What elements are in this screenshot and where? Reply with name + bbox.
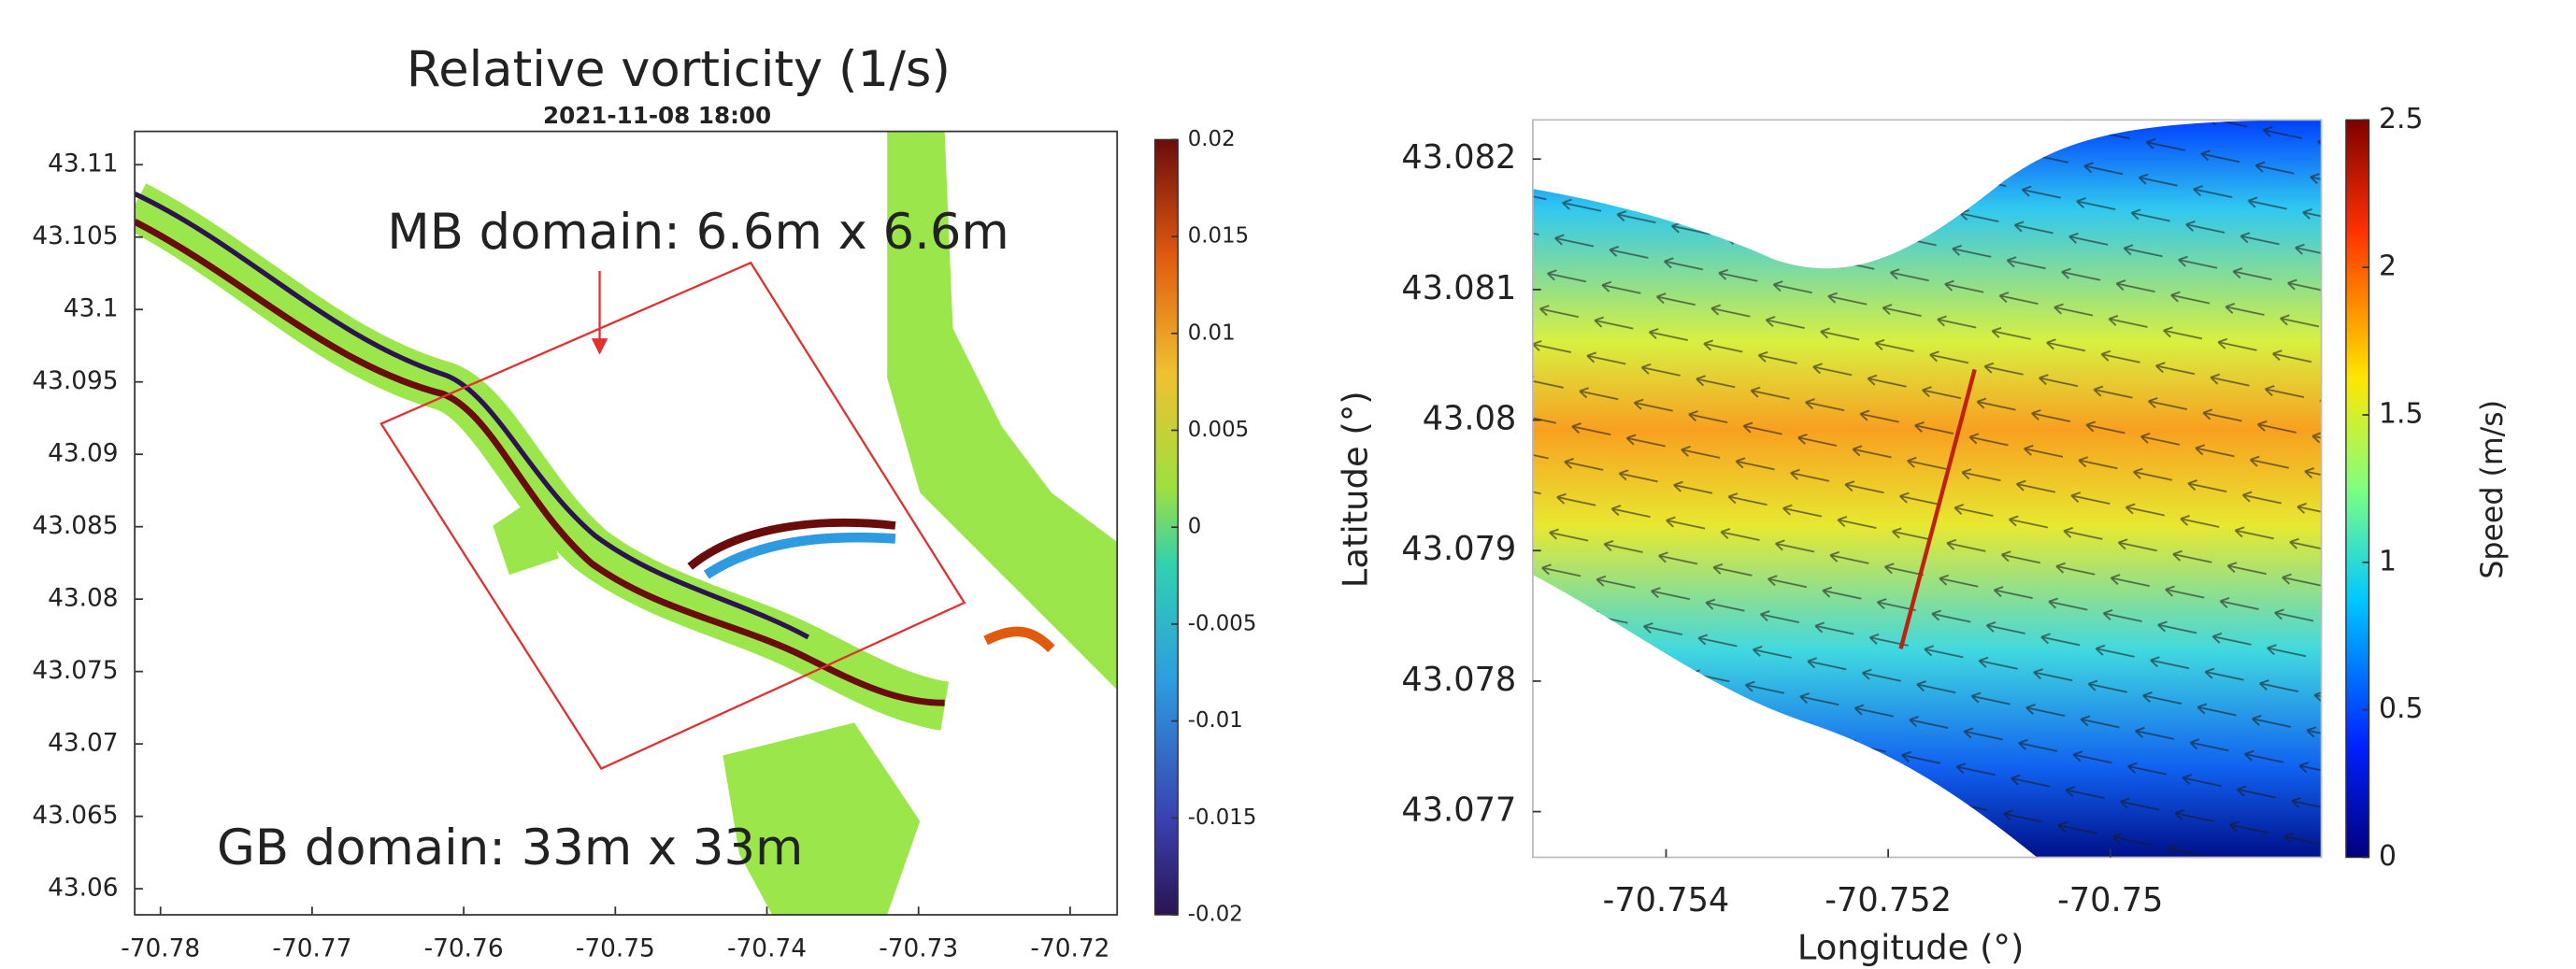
- chart-title: Relative vorticity (1/s): [407, 41, 951, 98]
- colorbar-tick-label: 0.5: [2379, 692, 2423, 725]
- y-tick-label: 43.077: [1401, 791, 1516, 830]
- y-tick-label: 43.085: [32, 512, 118, 540]
- colorbar-tick-label: 0.02: [1188, 127, 1236, 151]
- y-tick-label: 43.079: [1401, 530, 1516, 568]
- x-tick-label: -70.754: [1603, 881, 1730, 919]
- colorbar-tick-label: 0: [2379, 840, 2397, 873]
- x-tick-label: -70.72: [1030, 934, 1109, 962]
- y-tick-label: 43.075: [32, 657, 118, 685]
- axes-frame: [134, 130, 1119, 916]
- y-tick-label: 43.09: [48, 440, 118, 468]
- colorbar-label: Speed (m/s): [2476, 400, 2510, 579]
- x-tick-label: -70.77: [272, 934, 351, 962]
- annotation: GB domain: 33m x 33m: [217, 819, 803, 876]
- colorbar-tick-label: 2.5: [2379, 103, 2423, 135]
- y-tick-label: 43.07: [48, 730, 118, 758]
- y-tick-label: 43.078: [1401, 661, 1516, 699]
- x-tick-label: -70.74: [727, 934, 807, 962]
- y-tick-label: 43.081: [1401, 269, 1516, 307]
- y-tick-label: 43.08: [1423, 400, 1517, 438]
- x-tick-label: -70.73: [879, 934, 958, 962]
- x-tick-label: -70.78: [121, 934, 200, 962]
- y-tick-label: 43.08: [48, 585, 118, 613]
- vorticity-field: [135, 131, 1118, 915]
- colorbar-tick-label: 2: [2379, 250, 2397, 283]
- x-axis-label: Longitude (°): [1797, 927, 2025, 967]
- y-tick-label: 43.095: [32, 367, 118, 395]
- colorbar-tick-label: -0.02: [1188, 902, 1243, 926]
- colorbar-tick-label: -0.005: [1188, 611, 1257, 635]
- x-tick-label: -70.76: [424, 934, 504, 962]
- axes-frame: [1532, 119, 2323, 859]
- colorbar-tick-label: -0.01: [1188, 708, 1243, 733]
- y-tick-label: 43.11: [48, 150, 118, 178]
- x-tick-label: -70.75: [2057, 881, 2163, 919]
- colorbar-tick-label: 0.01: [1188, 321, 1236, 345]
- y-axis-label: Latitude (°): [1335, 391, 1375, 588]
- y-tick-label: 43.1: [64, 295, 119, 323]
- colorbar-tick-label: 0.005: [1188, 418, 1249, 442]
- chart-subtitle: 2021-11-08 18:00: [543, 102, 771, 129]
- x-tick-label: -70.752: [1825, 881, 1952, 919]
- y-tick-label: 43.082: [1401, 138, 1516, 177]
- colorbar-tick-label: -0.015: [1188, 805, 1257, 830]
- colorbar: [2345, 119, 2370, 859]
- colorbar-tick-label: 1: [2379, 545, 2397, 577]
- annotation: MB domain: 6.6m x 6.6m: [387, 204, 1009, 261]
- x-tick-label: -70.75: [576, 934, 655, 962]
- colorbar-tick-label: 0: [1188, 515, 1202, 539]
- colorbar-tick-label: 0.015: [1188, 224, 1249, 249]
- colorbar-tick-label: 1.5: [2379, 397, 2423, 430]
- y-tick-label: 43.105: [32, 222, 118, 250]
- y-tick-label: 43.065: [32, 802, 118, 830]
- speed-field: [1532, 120, 2322, 858]
- y-tick-label: 43.06: [48, 875, 118, 903]
